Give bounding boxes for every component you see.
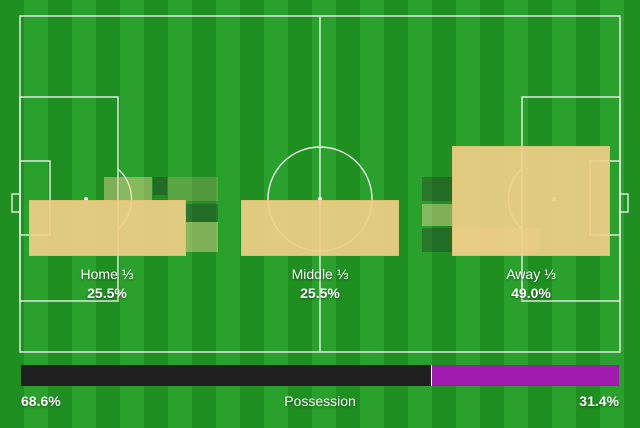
possession-home-value: 68.6% [21,393,61,409]
zone-name-home: Home ⅓ [80,266,134,282]
zone-bar-home [29,200,186,256]
zone-name-away: Away ⅓ [506,266,556,282]
heat-block [422,204,452,226]
possession-home-fill [21,365,431,386]
possession-away-fill [431,365,619,386]
heat-block [186,204,218,222]
home-goal [11,193,21,213]
possession-away-value: 31.4% [579,393,619,409]
heat-block [104,177,152,201]
heat-block [168,177,218,201]
zone-bar-middle [241,200,399,256]
zone-name-middle: Middle ⅓ [291,266,349,282]
heat-block [153,177,167,195]
zone-value-middle: 25.5% [300,285,340,301]
possession-bar [21,365,619,386]
possession-label: Possession [284,393,356,409]
away-goal [619,193,629,213]
zone-label-away: Away ⅓ 49.0% [481,266,581,301]
heat-block [422,228,452,252]
zone-value-home: 25.5% [87,285,127,301]
zone-bar-away [452,146,610,256]
zone-label-home: Home ⅓ 25.5% [57,266,157,301]
zone-value-away: 49.0% [511,285,551,301]
heat-block [186,222,218,252]
zone-label-middle: Middle ⅓ 25.5% [270,266,370,301]
heat-block [422,177,452,201]
